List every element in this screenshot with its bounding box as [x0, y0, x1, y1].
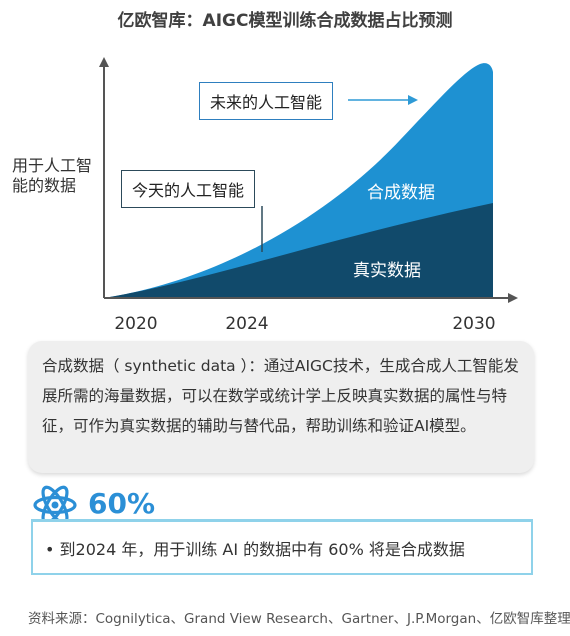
fact-text: • 到2024 年，用于训练 AI 的数据中有 60% 将是合成数据 [45, 540, 465, 559]
callout-today-ai: 今天的人工智能 [121, 170, 256, 208]
area-chart: 2020 2024 2030 [99, 57, 518, 334]
x-tick-2020: 2020 [114, 314, 157, 334]
series-label-real: 真实数据 [353, 261, 421, 281]
page-title: 亿欧智库：AIGC模型训练合成数据占比预测 [117, 11, 453, 31]
series-label-synthetic: 合成数据 [367, 183, 435, 203]
definition-text: 合成数据（ synthetic data ）：通过AIGC技术，生成合成人工智能… [42, 357, 519, 435]
y-axis-label: 用于人工智能的数据 [12, 156, 93, 195]
stat-value: 60% [88, 487, 156, 520]
x-tick-2024: 2024 [225, 314, 268, 334]
callout-future-ai: 未来的人工智能 [199, 82, 334, 120]
series-area-real [104, 203, 493, 298]
source-note: 资料来源：Cognilytica、Grand View Research、Gar… [28, 611, 570, 627]
x-tick-2030: 2030 [452, 314, 495, 334]
fact-box: • 到2024 年，用于训练 AI 的数据中有 60% 将是合成数据 [31, 519, 533, 575]
definition-panel: 合成数据（ synthetic data ）：通过AIGC技术，生成合成人工智能… [28, 341, 534, 473]
